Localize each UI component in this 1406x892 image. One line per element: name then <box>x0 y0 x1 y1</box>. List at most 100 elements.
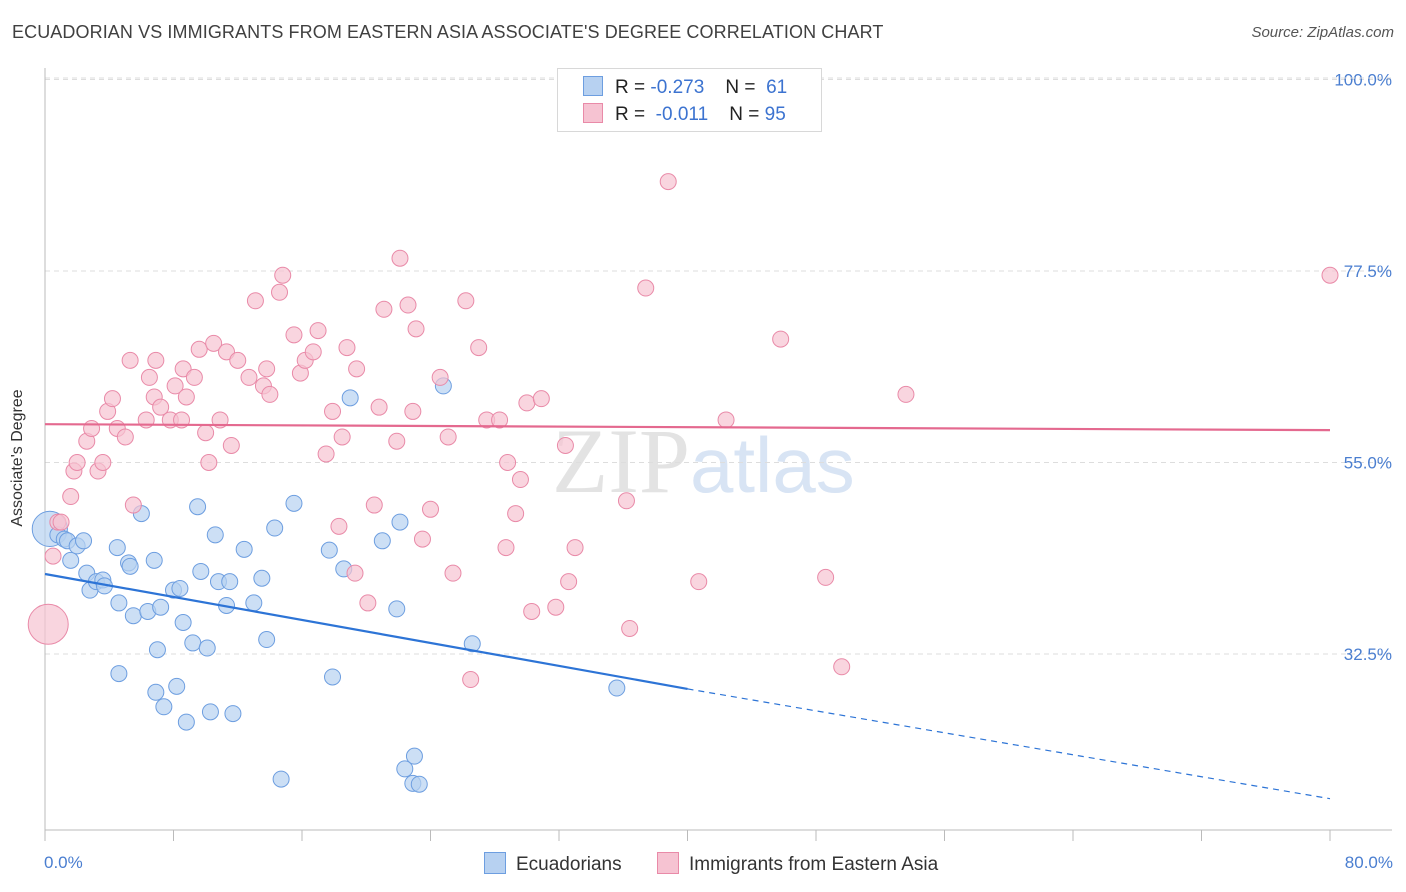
eastern-asia-point <box>229 351 247 369</box>
ecuadorian-point <box>108 539 126 557</box>
ecuadorian-point <box>463 635 481 653</box>
eastern-asia-point <box>407 320 425 338</box>
eastern-asia-point <box>457 292 475 310</box>
eastern-asia-point <box>444 564 462 582</box>
eastern-asia-point <box>817 568 835 586</box>
eastern-asia-point <box>317 445 335 463</box>
eastern-asia-point <box>772 330 790 348</box>
ecuadorian-point <box>608 679 626 697</box>
eastern-asia-point <box>518 394 536 412</box>
ecuadorian-point <box>221 573 239 591</box>
y-tick-label: 100.0% <box>1334 71 1392 90</box>
y-axis-label-wrap: Associate's Degree <box>9 389 27 526</box>
eastern-asia-point <box>68 454 86 471</box>
eastern-asia-point <box>690 573 708 591</box>
eastern-asia-point <box>103 390 121 408</box>
ecuadorian-point <box>373 532 391 550</box>
eastern-asia-point <box>62 488 80 506</box>
legend-n-value: 95 <box>764 104 786 125</box>
ecuadorian-point <box>388 600 406 618</box>
ecuadorian-point <box>253 569 271 587</box>
eastern-asia-point <box>246 292 264 310</box>
ecuadorian-point <box>152 598 170 616</box>
eastern-asia-point <box>285 326 303 344</box>
eastern-asia-point <box>222 436 240 454</box>
ecuadorian-point <box>410 775 428 793</box>
legend-row-eastern-asia: R = -0.011 N = 95 <box>583 103 786 126</box>
ecuadorian-point <box>192 562 210 580</box>
eastern-asia-point <box>556 436 574 454</box>
eastern-asia-point <box>346 564 364 582</box>
ecuadorian-point <box>189 498 207 516</box>
eastern-asia-point <box>566 539 584 557</box>
eastern-asia-point <box>532 390 550 408</box>
eastern-asia-point <box>185 368 203 386</box>
eastern-asia-point <box>391 249 409 267</box>
legend-swatch-eastern-asia <box>583 103 603 123</box>
ecuadorian-point <box>341 389 359 407</box>
ecuadorian-point <box>396 760 414 778</box>
ecuadorian-trend-extension <box>687 688 1331 800</box>
eastern-asia-point <box>304 343 322 361</box>
eastern-asia-point <box>309 322 327 340</box>
eastern-asia-point <box>462 671 480 689</box>
bottom-legend-ecuadorians[interactable]: Ecuadorians <box>484 852 622 876</box>
eastern-asia-point <box>44 547 62 565</box>
eastern-asia-point <box>365 496 383 514</box>
eastern-asia-point <box>121 351 139 369</box>
eastern-asia-point <box>499 454 517 471</box>
eastern-asia-point <box>897 385 915 403</box>
ecuadorian-point <box>148 641 166 659</box>
legend-n-label: N = <box>729 104 760 125</box>
eastern-asia-point <box>197 424 215 442</box>
eastern-asia-point <box>659 173 677 191</box>
eastern-asia-point <box>200 454 218 471</box>
eastern-asia-point <box>547 598 565 616</box>
eastern-asia-point <box>177 388 195 406</box>
eastern-asia-point <box>470 339 488 357</box>
eastern-asia-point <box>439 428 457 446</box>
ecuadorian-point <box>155 698 173 716</box>
bottom-legend-eastern-asia[interactable]: Immigrants from Eastern Asia <box>657 852 938 876</box>
ecuadorian-point <box>121 557 139 575</box>
ecuadorian-point <box>324 668 342 686</box>
ecuadorian-point <box>272 770 290 788</box>
ecuadorian-point <box>184 634 202 652</box>
eastern-asia-point <box>404 402 422 420</box>
eastern-asia-point <box>637 279 655 297</box>
eastern-asia-point <box>507 505 525 523</box>
bottom-legend-swatch-ecuadorians <box>484 852 506 874</box>
eastern-asia-trend-line <box>44 423 1331 432</box>
eastern-asia-point <box>205 334 223 352</box>
ecuadorian-point <box>320 541 338 559</box>
eastern-asia-point <box>152 398 170 416</box>
watermark-atlas: atlas <box>690 421 855 509</box>
eastern-asia-point <box>27 603 69 645</box>
eastern-asia-point <box>621 619 639 637</box>
ecuadorian-point <box>145 551 163 569</box>
eastern-asia-point <box>124 496 142 514</box>
eastern-asia-point <box>1321 266 1339 284</box>
ecuadorian-trend-line <box>44 572 688 690</box>
legend-r-label: R = <box>615 77 646 98</box>
legend-r-value: -0.273 <box>650 77 705 98</box>
eastern-asia-point <box>52 513 70 531</box>
ecuadorian-point <box>168 677 186 695</box>
eastern-asia-point <box>375 300 393 318</box>
eastern-asia-point <box>431 368 449 386</box>
eastern-asia-point <box>511 471 529 489</box>
ecuadorian-point <box>391 513 409 531</box>
source-label: Source: ZipAtlas.com <box>1251 24 1394 41</box>
eastern-asia-point <box>348 360 366 378</box>
ecuadorian-point <box>258 631 276 649</box>
legend-swatch-ecuadorians <box>583 76 603 96</box>
legend-r-value: -0.011 <box>655 104 709 125</box>
eastern-asia-point <box>140 368 158 386</box>
ecuadorian-point <box>174 614 192 632</box>
ecuadorian-point <box>110 665 128 683</box>
eastern-asia-point <box>617 492 635 510</box>
eastern-asia-point <box>523 602 541 620</box>
ecuadorian-point <box>405 747 423 765</box>
ecuadorian-point <box>147 683 165 701</box>
